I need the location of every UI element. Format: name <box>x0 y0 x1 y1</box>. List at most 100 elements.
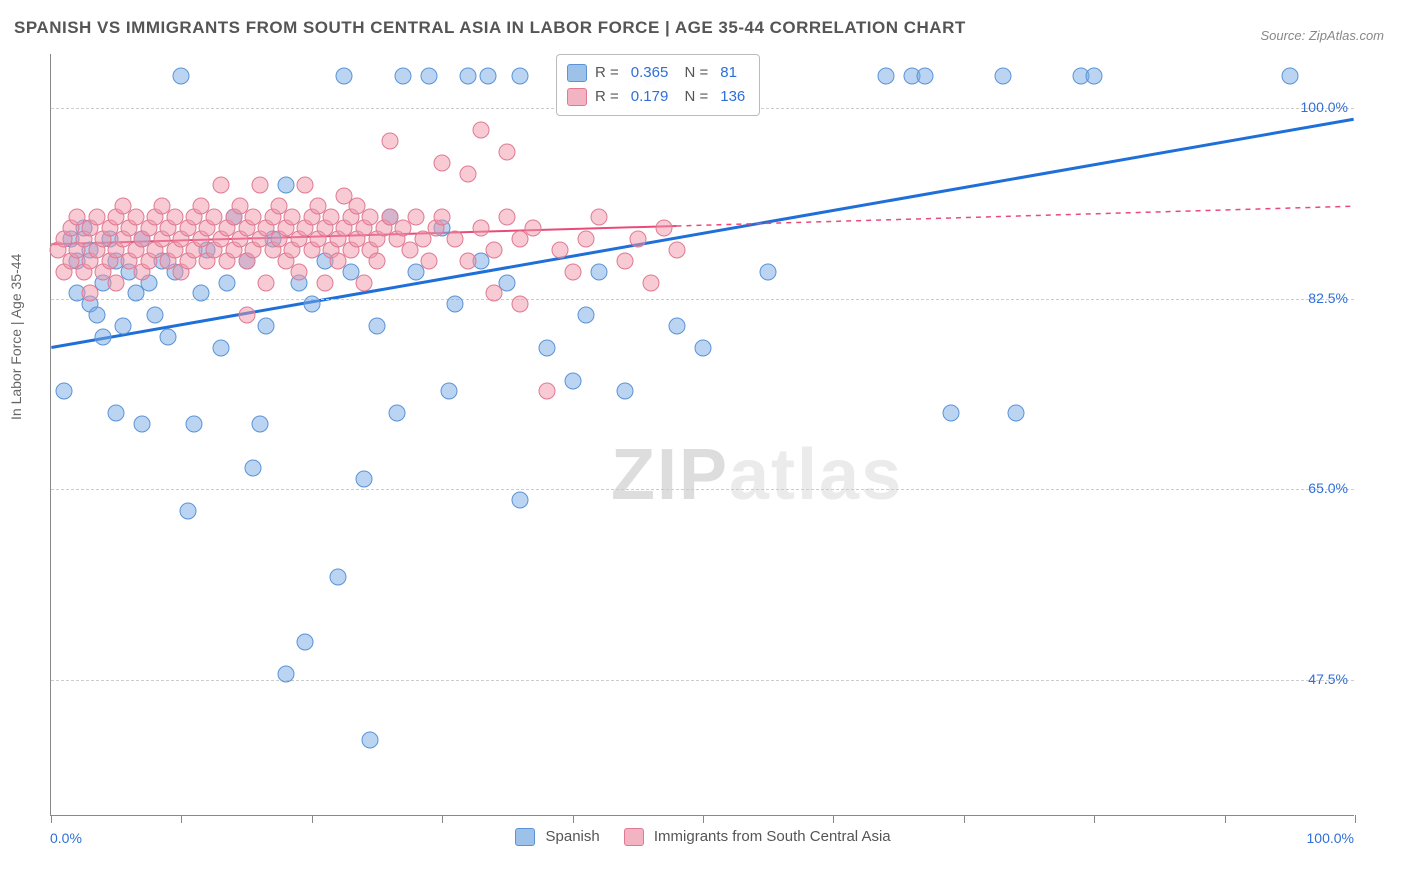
scatter-point-spanish <box>590 263 607 280</box>
scatter-point-spanish <box>362 731 379 748</box>
scatter-point-spanish <box>192 285 209 302</box>
scatter-point-spanish <box>440 383 457 400</box>
scatter-point-immigrants <box>512 296 529 313</box>
scatter-point-immigrants <box>525 220 542 237</box>
scatter-point-spanish <box>577 307 594 324</box>
scatter-point-spanish <box>160 329 177 346</box>
scatter-point-immigrants <box>434 154 451 171</box>
scatter-point-immigrants <box>238 307 255 324</box>
scatter-point-spanish <box>88 307 105 324</box>
scatter-point-spanish <box>336 67 353 84</box>
scatter-point-immigrants <box>499 143 516 160</box>
scatter-point-immigrants <box>434 209 451 226</box>
scatter-point-spanish <box>512 67 529 84</box>
scatter-point-spanish <box>134 416 151 433</box>
legend-n-value-immigrants: 136 <box>720 85 745 109</box>
scatter-point-immigrants <box>447 231 464 248</box>
scatter-point-immigrants <box>616 252 633 269</box>
bottom-label-spanish: Spanish <box>546 828 600 845</box>
scatter-point-spanish <box>877 67 894 84</box>
scatter-point-immigrants <box>473 122 490 139</box>
scatter-point-spanish <box>277 666 294 683</box>
x-tick-mark <box>1355 815 1356 823</box>
scatter-point-spanish <box>245 459 262 476</box>
scatter-point-spanish <box>258 318 275 335</box>
scatter-point-spanish <box>942 405 959 422</box>
scatter-point-immigrants <box>82 285 99 302</box>
legend-swatch-immigrants <box>567 88 587 106</box>
scatter-point-spanish <box>538 339 555 356</box>
scatter-point-immigrants <box>212 176 229 193</box>
scatter-point-spanish <box>460 67 477 84</box>
scatter-point-spanish <box>212 339 229 356</box>
scatter-point-spanish <box>303 296 320 313</box>
x-tick-mark <box>51 815 52 823</box>
scatter-point-spanish <box>369 318 386 335</box>
legend-n-label: N = <box>680 85 708 109</box>
scatter-point-immigrants <box>538 383 555 400</box>
gridline <box>51 299 1354 300</box>
scatter-point-spanish <box>186 416 203 433</box>
scatter-point-immigrants <box>473 220 490 237</box>
y-tick-label: 65.0% <box>1300 480 1348 496</box>
scatter-point-spanish <box>421 67 438 84</box>
scatter-point-spanish <box>277 176 294 193</box>
scatter-point-spanish <box>297 633 314 650</box>
legend-r-label: R = <box>595 85 619 109</box>
scatter-point-spanish <box>616 383 633 400</box>
scatter-point-spanish <box>994 67 1011 84</box>
scatter-point-spanish <box>251 416 268 433</box>
legend-n-label: N = <box>680 61 708 85</box>
scatter-point-spanish <box>512 492 529 509</box>
y-tick-label: 82.5% <box>1300 290 1348 306</box>
scatter-point-spanish <box>147 307 164 324</box>
legend-r-value-spanish: 0.365 <box>631 61 669 85</box>
watermark: ZIPatlas <box>611 434 903 516</box>
x-tick-mark <box>703 815 704 823</box>
scatter-point-spanish <box>56 383 73 400</box>
scatter-point-immigrants <box>629 231 646 248</box>
legend-swatch-spanish <box>567 64 587 82</box>
scatter-point-immigrants <box>408 209 425 226</box>
scatter-point-immigrants <box>251 176 268 193</box>
scatter-point-immigrants <box>355 274 372 291</box>
scatter-point-immigrants <box>382 133 399 150</box>
scatter-point-spanish <box>479 67 496 84</box>
scatter-point-spanish <box>179 503 196 520</box>
scatter-point-immigrants <box>316 274 333 291</box>
scatter-point-immigrants <box>297 176 314 193</box>
scatter-point-spanish <box>355 470 372 487</box>
y-axis-label: In Labor Force | Age 35-44 <box>8 254 24 420</box>
scatter-point-immigrants <box>486 285 503 302</box>
scatter-point-spanish <box>395 67 412 84</box>
scatter-point-spanish <box>108 405 125 422</box>
legend-r-label: R = <box>595 61 619 85</box>
scatter-point-immigrants <box>577 231 594 248</box>
scatter-point-spanish <box>173 67 190 84</box>
bottom-swatch-spanish <box>515 828 535 846</box>
scatter-point-immigrants <box>499 209 516 226</box>
scatter-point-spanish <box>329 568 346 585</box>
scatter-point-immigrants <box>642 274 659 291</box>
legend-r-value-immigrants: 0.179 <box>631 85 669 109</box>
scatter-point-spanish <box>1086 67 1103 84</box>
bottom-legend-item-spanish: Spanish <box>515 828 599 846</box>
scatter-point-immigrants <box>369 252 386 269</box>
bottom-legend-item-immigrants: Immigrants from South Central Asia <box>624 828 891 846</box>
scatter-point-spanish <box>668 318 685 335</box>
scatter-point-spanish <box>695 339 712 356</box>
plot-area: ZIPatlas 47.5%65.0%82.5%100.0% <box>50 54 1354 816</box>
scatter-point-immigrants <box>655 220 672 237</box>
scatter-point-immigrants <box>564 263 581 280</box>
scatter-point-spanish <box>760 263 777 280</box>
y-tick-label: 100.0% <box>1300 99 1348 115</box>
scatter-point-spanish <box>1007 405 1024 422</box>
x-tick-mark <box>312 815 313 823</box>
scatter-point-immigrants <box>460 252 477 269</box>
scatter-point-immigrants <box>290 263 307 280</box>
legend-row-immigrants: R = 0.179 N = 136 <box>567 85 749 109</box>
x-tick-mark <box>573 815 574 823</box>
bottom-legend: Spanish Immigrants from South Central As… <box>0 828 1406 846</box>
scatter-point-immigrants <box>486 241 503 258</box>
x-tick-mark <box>442 815 443 823</box>
